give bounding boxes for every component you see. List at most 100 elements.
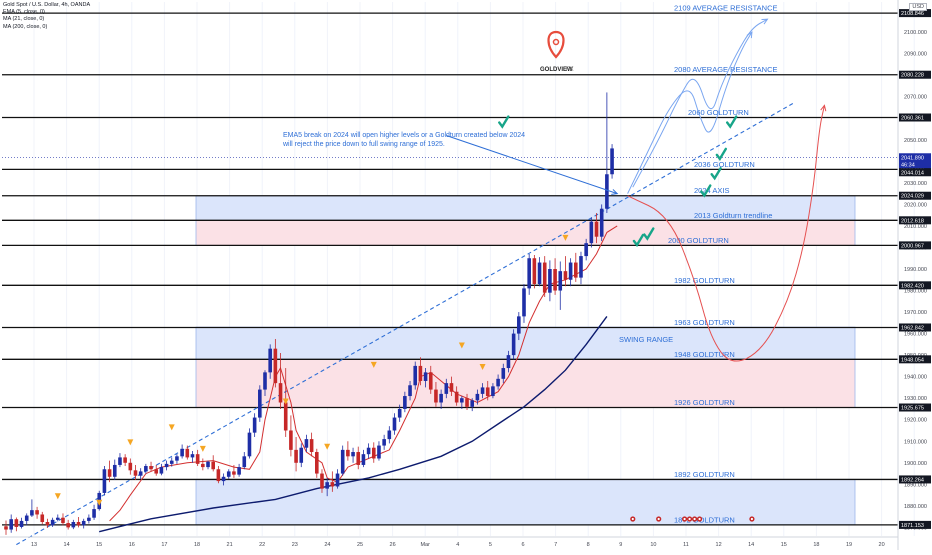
candle-bear (434, 389, 438, 403)
indicator-ema[interactable]: EMA (5, close, 0) (3, 9, 45, 16)
grid-lines (33, 2, 915, 536)
candle-bear (449, 383, 454, 392)
projection-up-path (627, 31, 753, 194)
candle-bull (387, 430, 392, 440)
projection-up-arrowhead (746, 31, 753, 39)
time-tick-label: 16 (129, 542, 135, 548)
price-tick-label: 1980.000 (904, 289, 927, 295)
current-price-tag: 2041.890 (901, 155, 924, 161)
price-tag: 2024.029 (901, 194, 924, 200)
candle-bull (480, 387, 485, 394)
level-label: 1948 GOLDTURN (674, 350, 735, 359)
candle-bull (501, 368, 506, 379)
price-tag-bg (899, 355, 931, 364)
candle-bull (605, 174, 609, 209)
price-tick-label: 1890.000 (904, 482, 927, 488)
candle-bull (252, 417, 257, 433)
checkmark-icon (726, 115, 738, 129)
candle-bull (50, 519, 55, 526)
flag-icon (562, 234, 569, 241)
flag-icon (479, 364, 486, 371)
price-tag-bg (899, 241, 931, 250)
candle-bull (517, 316, 521, 334)
time-tick-label: 17 (161, 542, 167, 548)
projection-up-arrowhead-2 (761, 18, 769, 25)
candle-bear (278, 383, 283, 403)
event-icon-dot (688, 517, 691, 521)
flag-icon (282, 398, 289, 405)
candle-bear (532, 258, 537, 285)
level-label: 2036 GOLDTURN (694, 160, 755, 169)
candle-bear (76, 522, 81, 526)
event-icon-dot (657, 517, 660, 521)
flag-icon (127, 439, 134, 446)
checkmark-icon (715, 147, 728, 162)
price-tick-label: 1900.000 (904, 461, 927, 467)
ticker-title[interactable]: Gold Spot / U.S. Dollar, 4h, OANDA (3, 2, 91, 8)
price-tag: 1962.842 (901, 325, 924, 331)
candle-bull (247, 432, 252, 457)
time-tick-label: 21 (227, 542, 233, 548)
price-tag-bg (899, 191, 931, 200)
candle-bull (24, 515, 29, 521)
ema-tag: 2044.014 (901, 170, 924, 176)
time-tick-label: 26 (390, 542, 396, 548)
candle-bear (66, 523, 70, 528)
candle-bear (61, 517, 65, 524)
flag-icon (458, 342, 465, 349)
candle-bull (71, 522, 76, 528)
indicator-ma200[interactable]: MA (200, close, 0) (3, 23, 48, 30)
countdown-tag: 46:34 (901, 162, 915, 168)
goldturn-levels[interactable]: 2109 AVERAGE RESISTANCE 2080 AVERAGE RESI… (2, 4, 898, 526)
annotation-arrowhead (611, 189, 619, 195)
candle-bear (356, 452, 361, 465)
candle-bear (574, 262, 578, 278)
candle-bull (180, 448, 184, 457)
ticker-info: Gold Spot / U.S. Dollar, 4h, OANDA EMA (… (3, 2, 90, 31)
candle-bull (237, 467, 241, 475)
time-tick-label: 18 (813, 542, 819, 548)
currency-selector[interactable]: USD (909, 3, 927, 11)
candle-bull (335, 473, 340, 487)
price-tick-label: 2050.000 (904, 138, 927, 144)
candle-bear (418, 365, 423, 381)
time-tick-label: 4 (456, 542, 459, 548)
candle-bull (589, 221, 594, 244)
price-tag: 2000.967 (901, 243, 924, 249)
candle-bull (403, 396, 407, 409)
candle-bull (522, 288, 526, 317)
projections[interactable] (446, 18, 827, 362)
candle-bear (35, 510, 39, 515)
checkmark-icon (498, 115, 510, 129)
time-tick-label: 12 (716, 542, 722, 548)
candle-bear (330, 482, 335, 487)
candle-bull (102, 469, 107, 493)
price-tick-label: 1930.000 (904, 396, 927, 402)
price-tick-label: 1970.000 (904, 310, 927, 316)
candle-bull (30, 510, 34, 516)
candle-bear (185, 448, 190, 458)
price-tag: 2012.618 (901, 218, 924, 224)
candle-bull (112, 464, 117, 477)
candle-bear (45, 522, 50, 526)
candle-bear (216, 469, 221, 482)
indicator-ma21[interactable]: MA (21, close, 0) (3, 16, 45, 23)
price-tick-label: 2010.000 (904, 224, 927, 230)
candle-bull (138, 471, 143, 476)
annotation-note[interactable]: EMA5 break on 2024 will open higher leve… (282, 132, 673, 344)
flag-icon (370, 361, 377, 368)
price-tick-label: 2030.000 (904, 181, 927, 187)
flag-icon (54, 493, 61, 500)
candle-bull (366, 447, 371, 455)
candle-bear (315, 452, 319, 474)
logo-dot-icon (552, 38, 560, 46)
candle-bear (594, 221, 599, 237)
candle-bull (325, 482, 329, 489)
candle-bull (361, 454, 366, 465)
price-tick-label: 1960.000 (904, 332, 927, 338)
candle-bear (211, 461, 215, 470)
candle-bear (454, 391, 459, 403)
